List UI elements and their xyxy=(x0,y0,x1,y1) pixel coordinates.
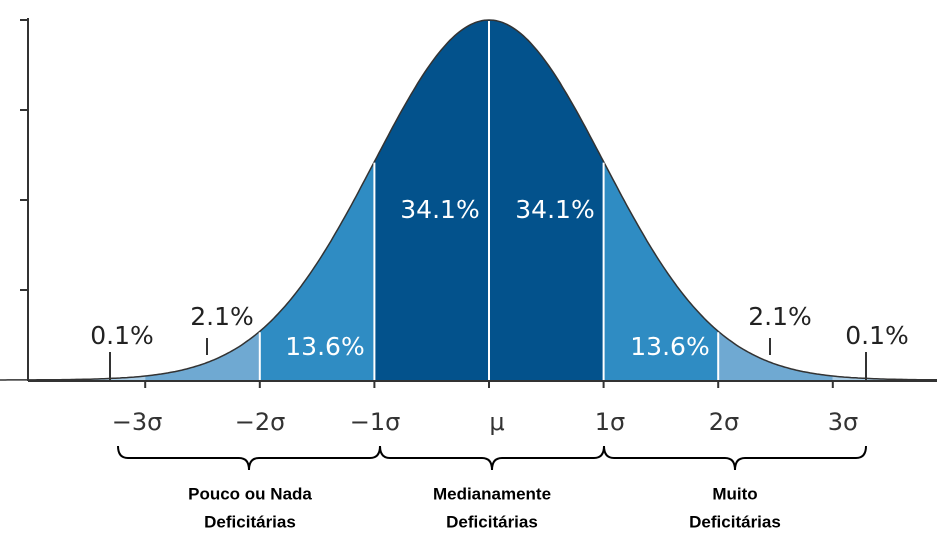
labels: 0.1% 2.1% 13.6% 34.1% 34.1% 13.6% 2.1% 0.1% −3σ −… xyxy=(90,21,909,531)
percent-label: 13.6% xyxy=(285,332,364,361)
group-brace xyxy=(379,445,605,471)
percent-label: 34.1% xyxy=(515,195,594,224)
area-band xyxy=(832,376,937,380)
group-label: Deficitárias xyxy=(689,512,781,531)
x-axis-label: −3σ xyxy=(112,408,163,436)
x-axis-label: −1σ xyxy=(350,408,401,436)
x-axis-label: μ xyxy=(489,408,504,436)
group-label: Deficitárias xyxy=(204,512,296,531)
area-band xyxy=(489,20,604,380)
percent-label: 0.1% xyxy=(845,321,909,350)
percent-label: 0.1% xyxy=(90,321,154,350)
bell-curve xyxy=(0,19,937,381)
group-brace xyxy=(603,445,867,471)
percent-label: 2.1% xyxy=(190,302,254,331)
group-brace xyxy=(117,445,381,471)
group-label: Pouco ou Nada xyxy=(188,484,312,503)
x-axis-label: 1σ xyxy=(595,408,625,436)
percent-label: 2.1% xyxy=(748,302,812,331)
percent-label: 13.6% xyxy=(630,332,709,361)
percent-label: 34.1% xyxy=(400,195,479,224)
area-band xyxy=(374,20,489,380)
x-axis-label: 2σ xyxy=(709,408,739,436)
x-axis-label: 3σ xyxy=(828,408,858,436)
group-label: Muito xyxy=(712,484,757,503)
group-label: Medianamente xyxy=(433,484,551,503)
area-band xyxy=(145,331,260,380)
group-label: Deficitárias xyxy=(446,512,538,531)
x-axis-label: −2σ xyxy=(235,408,286,436)
area-band xyxy=(718,331,833,380)
